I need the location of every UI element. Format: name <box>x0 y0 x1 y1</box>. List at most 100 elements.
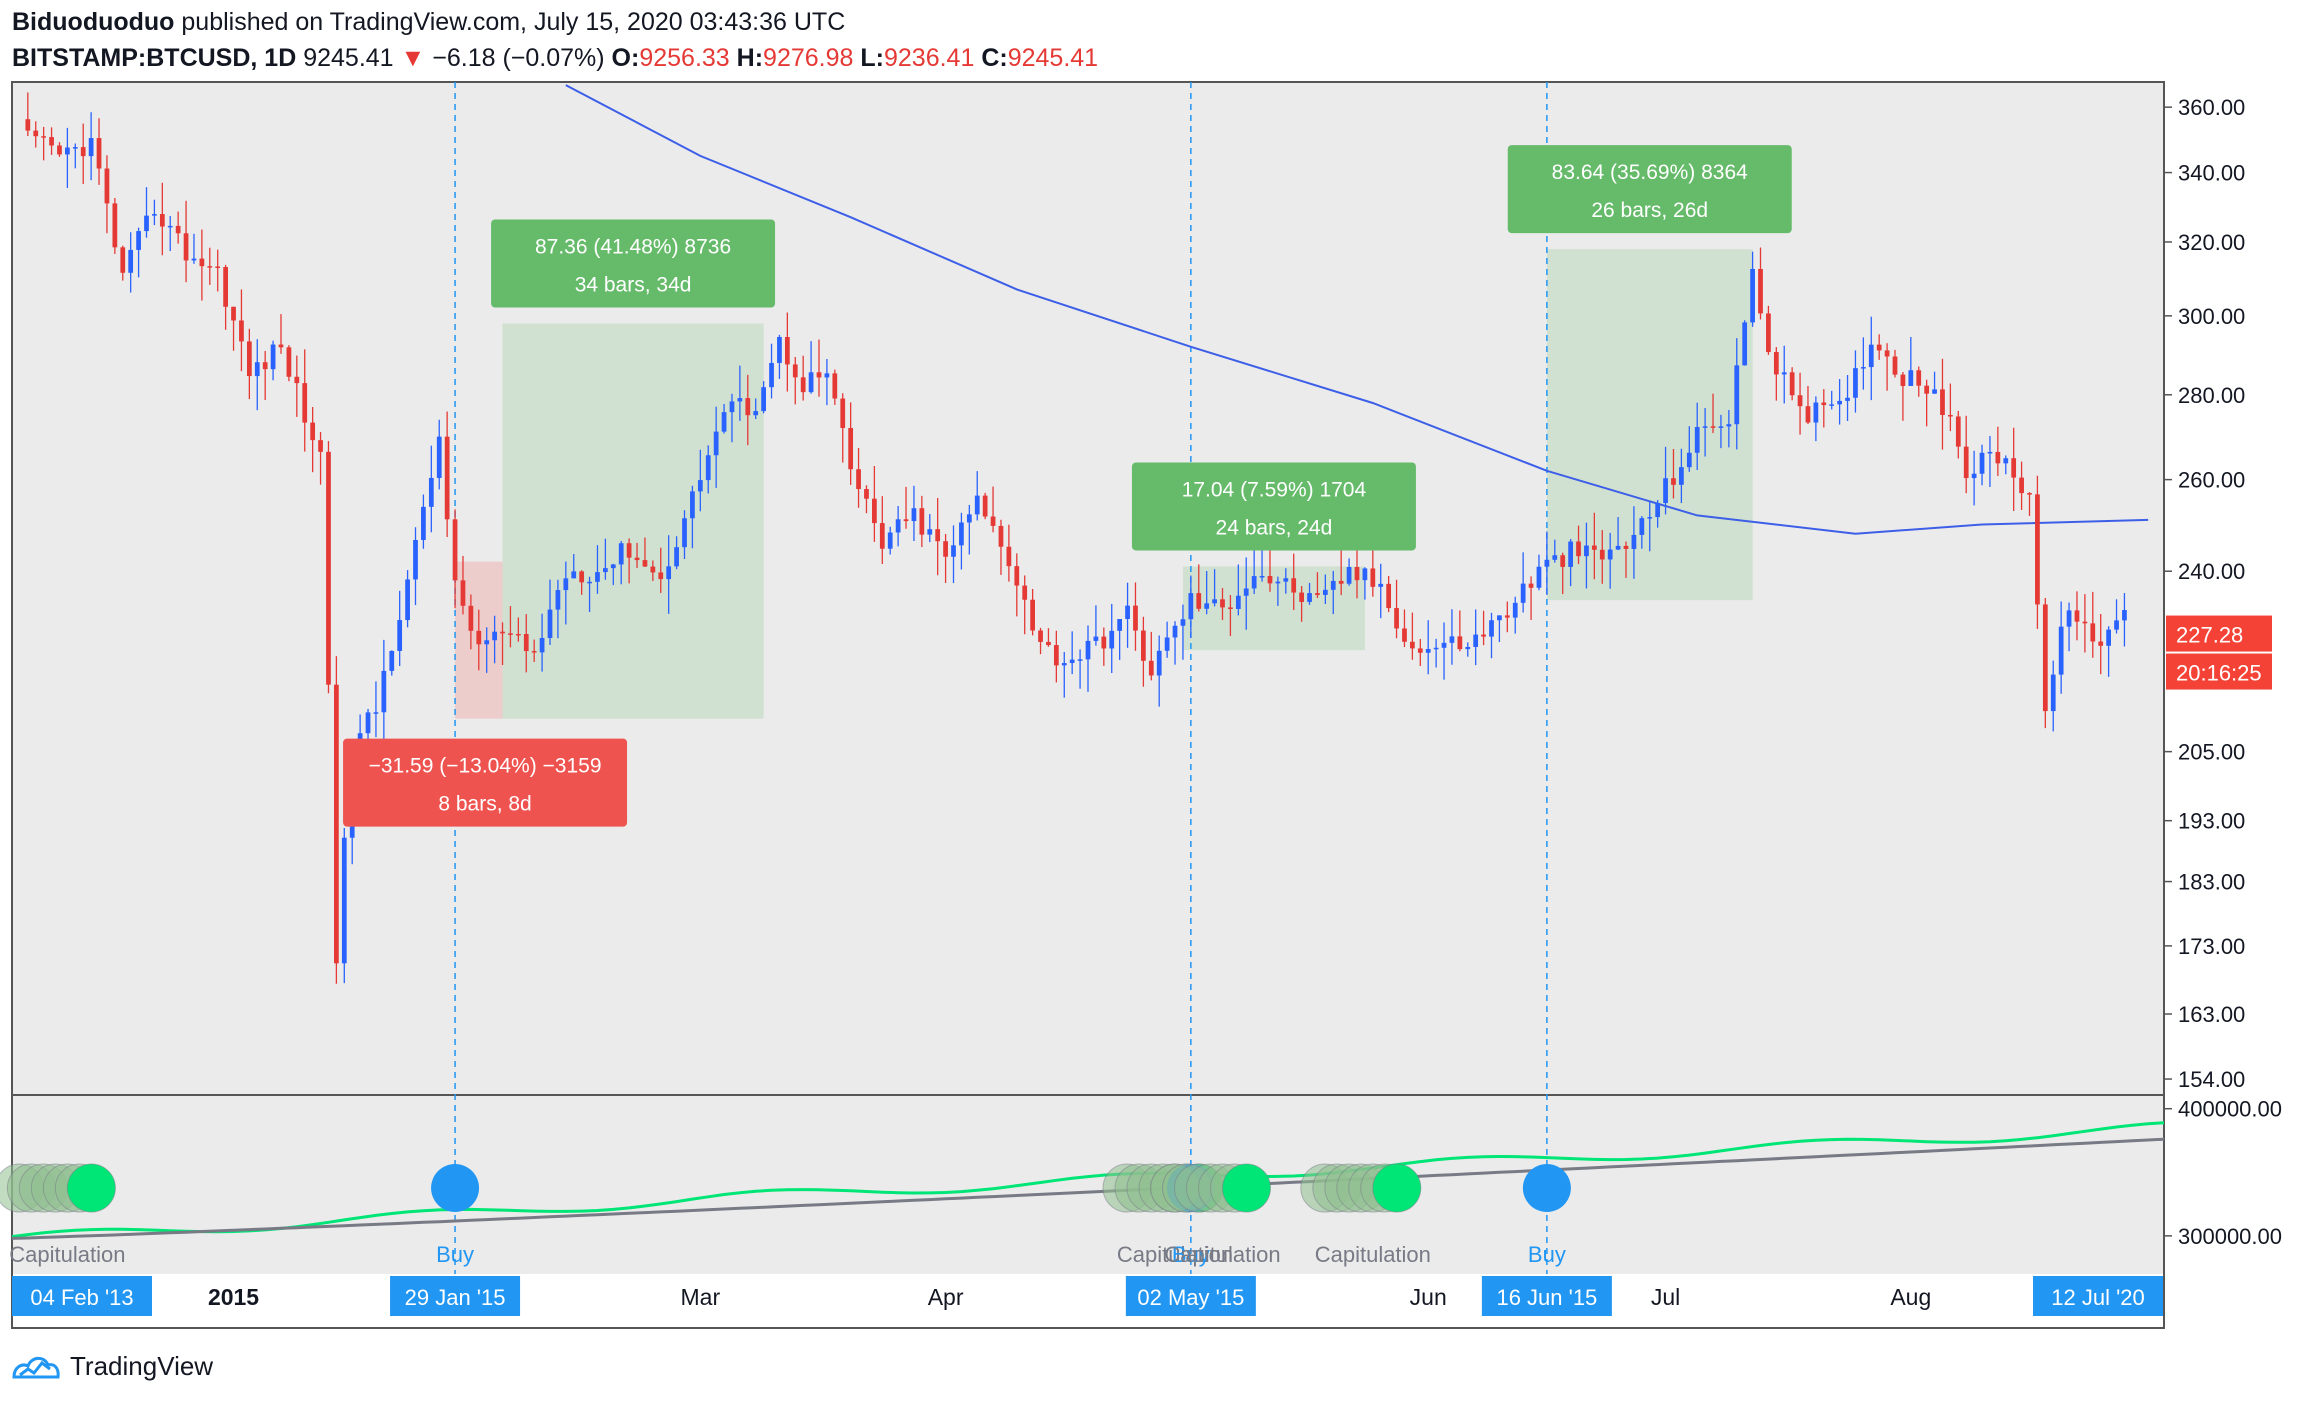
candle-body <box>2003 458 2009 464</box>
candle <box>444 411 450 538</box>
candle <box>856 448 861 508</box>
candle <box>919 495 925 548</box>
candle <box>1845 375 1850 422</box>
candle-body <box>65 147 70 155</box>
candle <box>365 708 371 740</box>
candle-body <box>919 508 925 535</box>
indicator-label-7: Buy <box>1528 1242 1566 1267</box>
candle <box>270 340 276 381</box>
candle-body <box>539 637 545 653</box>
candle <box>278 314 284 354</box>
capitulation-marker <box>1222 1163 1271 1213</box>
price-label: 227.28 <box>2176 623 2243 648</box>
candle-body <box>223 267 228 307</box>
candle-body <box>460 580 466 606</box>
candle <box>120 245 126 281</box>
measure-label-box <box>491 219 776 308</box>
candle-body <box>334 684 339 964</box>
time-axis[interactable]: 2015 Mar Apr Jun Jul Aug 04 Feb '13 29 Jan '15 0… <box>12 1276 2163 1316</box>
candle <box>2042 597 2048 729</box>
candle-body <box>1148 660 1154 676</box>
candle <box>1813 396 1819 442</box>
candle-body <box>927 529 933 535</box>
candle <box>840 393 846 463</box>
candle-body <box>428 477 434 507</box>
candle <box>1338 549 1344 596</box>
candle-body <box>1773 352 1779 375</box>
candle <box>65 127 70 189</box>
indicator-plot-background <box>12 1096 2164 1274</box>
x-highlight-label-4: 16 Jun '15 <box>1496 1285 1597 1310</box>
candle <box>832 369 838 405</box>
candle <box>1109 603 1115 674</box>
candle <box>1710 393 1716 434</box>
candle-body <box>2019 477 2024 494</box>
open-label: O: <box>611 44 640 72</box>
candle-body <box>159 214 165 227</box>
candle-body <box>1758 268 1763 314</box>
candle <box>1449 609 1455 665</box>
candle <box>1117 618 1123 660</box>
price-axis-ticks: 360.00 340.00 320.00 300.00 280.00 260.00 240.… <box>2164 95 2282 1249</box>
candle <box>246 328 252 400</box>
candle-body <box>246 341 252 377</box>
candle-body <box>1386 583 1392 609</box>
candle <box>1093 605 1099 646</box>
candle-body <box>935 529 941 542</box>
candle <box>761 381 766 414</box>
candle <box>634 542 640 568</box>
publish-info: published on TradingView.com, July 15, 2… <box>181 8 846 36</box>
candle <box>753 398 759 420</box>
measurement-labels: 87.36 (41.48%) 8736 34 bars, 34d −31.59 (−… <box>343 145 1792 827</box>
candle-body <box>1528 583 1534 588</box>
candle-body <box>191 258 197 261</box>
candle-body <box>864 489 869 499</box>
candle <box>1995 426 2001 476</box>
countdown-label: 20:16:25 <box>2176 661 2262 686</box>
candle <box>1963 415 1969 494</box>
candle <box>626 538 632 584</box>
candle <box>1544 531 1550 595</box>
candle-body <box>1038 630 1043 642</box>
candle <box>508 606 513 648</box>
candle <box>903 486 909 529</box>
candle <box>1948 383 1953 432</box>
author-name[interactable]: Biduoduoduo <box>12 8 175 36</box>
candle-body <box>721 412 727 432</box>
candle <box>587 576 592 613</box>
candle-body <box>452 519 458 581</box>
x-tick-label: Aug <box>1890 1284 1931 1310</box>
buy-marker-2 <box>431 1164 480 1212</box>
candle-body <box>262 362 268 370</box>
candle <box>523 614 529 673</box>
candle-body <box>1077 659 1083 661</box>
candle-body <box>729 401 735 413</box>
candle-body <box>1497 615 1502 621</box>
candle-body <box>2066 610 2072 627</box>
candle-body <box>1014 566 1020 586</box>
candle-body <box>1781 372 1787 375</box>
candle <box>2106 626 2111 677</box>
candle <box>1607 532 1613 589</box>
candle-body <box>1465 646 1471 650</box>
candle-body <box>1243 588 1249 596</box>
candle <box>1330 570 1336 615</box>
candle-body <box>998 525 1004 547</box>
x-tick-label: 2015 <box>208 1284 259 1310</box>
price-axis[interactable] <box>2164 82 2322 1328</box>
candle <box>1038 627 1043 655</box>
candle-body <box>832 373 838 399</box>
candle-body <box>1536 566 1542 588</box>
candle <box>152 199 157 226</box>
candle <box>1718 414 1724 449</box>
y-tick-label: 340.00 <box>2178 161 2245 186</box>
candle-body <box>1710 426 1716 428</box>
symbol-label[interactable]: BITSTAMP:BTCUSD, 1D <box>12 44 297 72</box>
candle-body <box>1718 426 1724 428</box>
candle-body <box>1932 389 1937 394</box>
tradingview-brand[interactable]: TradingView <box>12 1346 213 1386</box>
brand-label: TradingView <box>70 1350 214 1381</box>
low-value: 9236.41 <box>883 44 975 72</box>
candle <box>571 554 577 579</box>
